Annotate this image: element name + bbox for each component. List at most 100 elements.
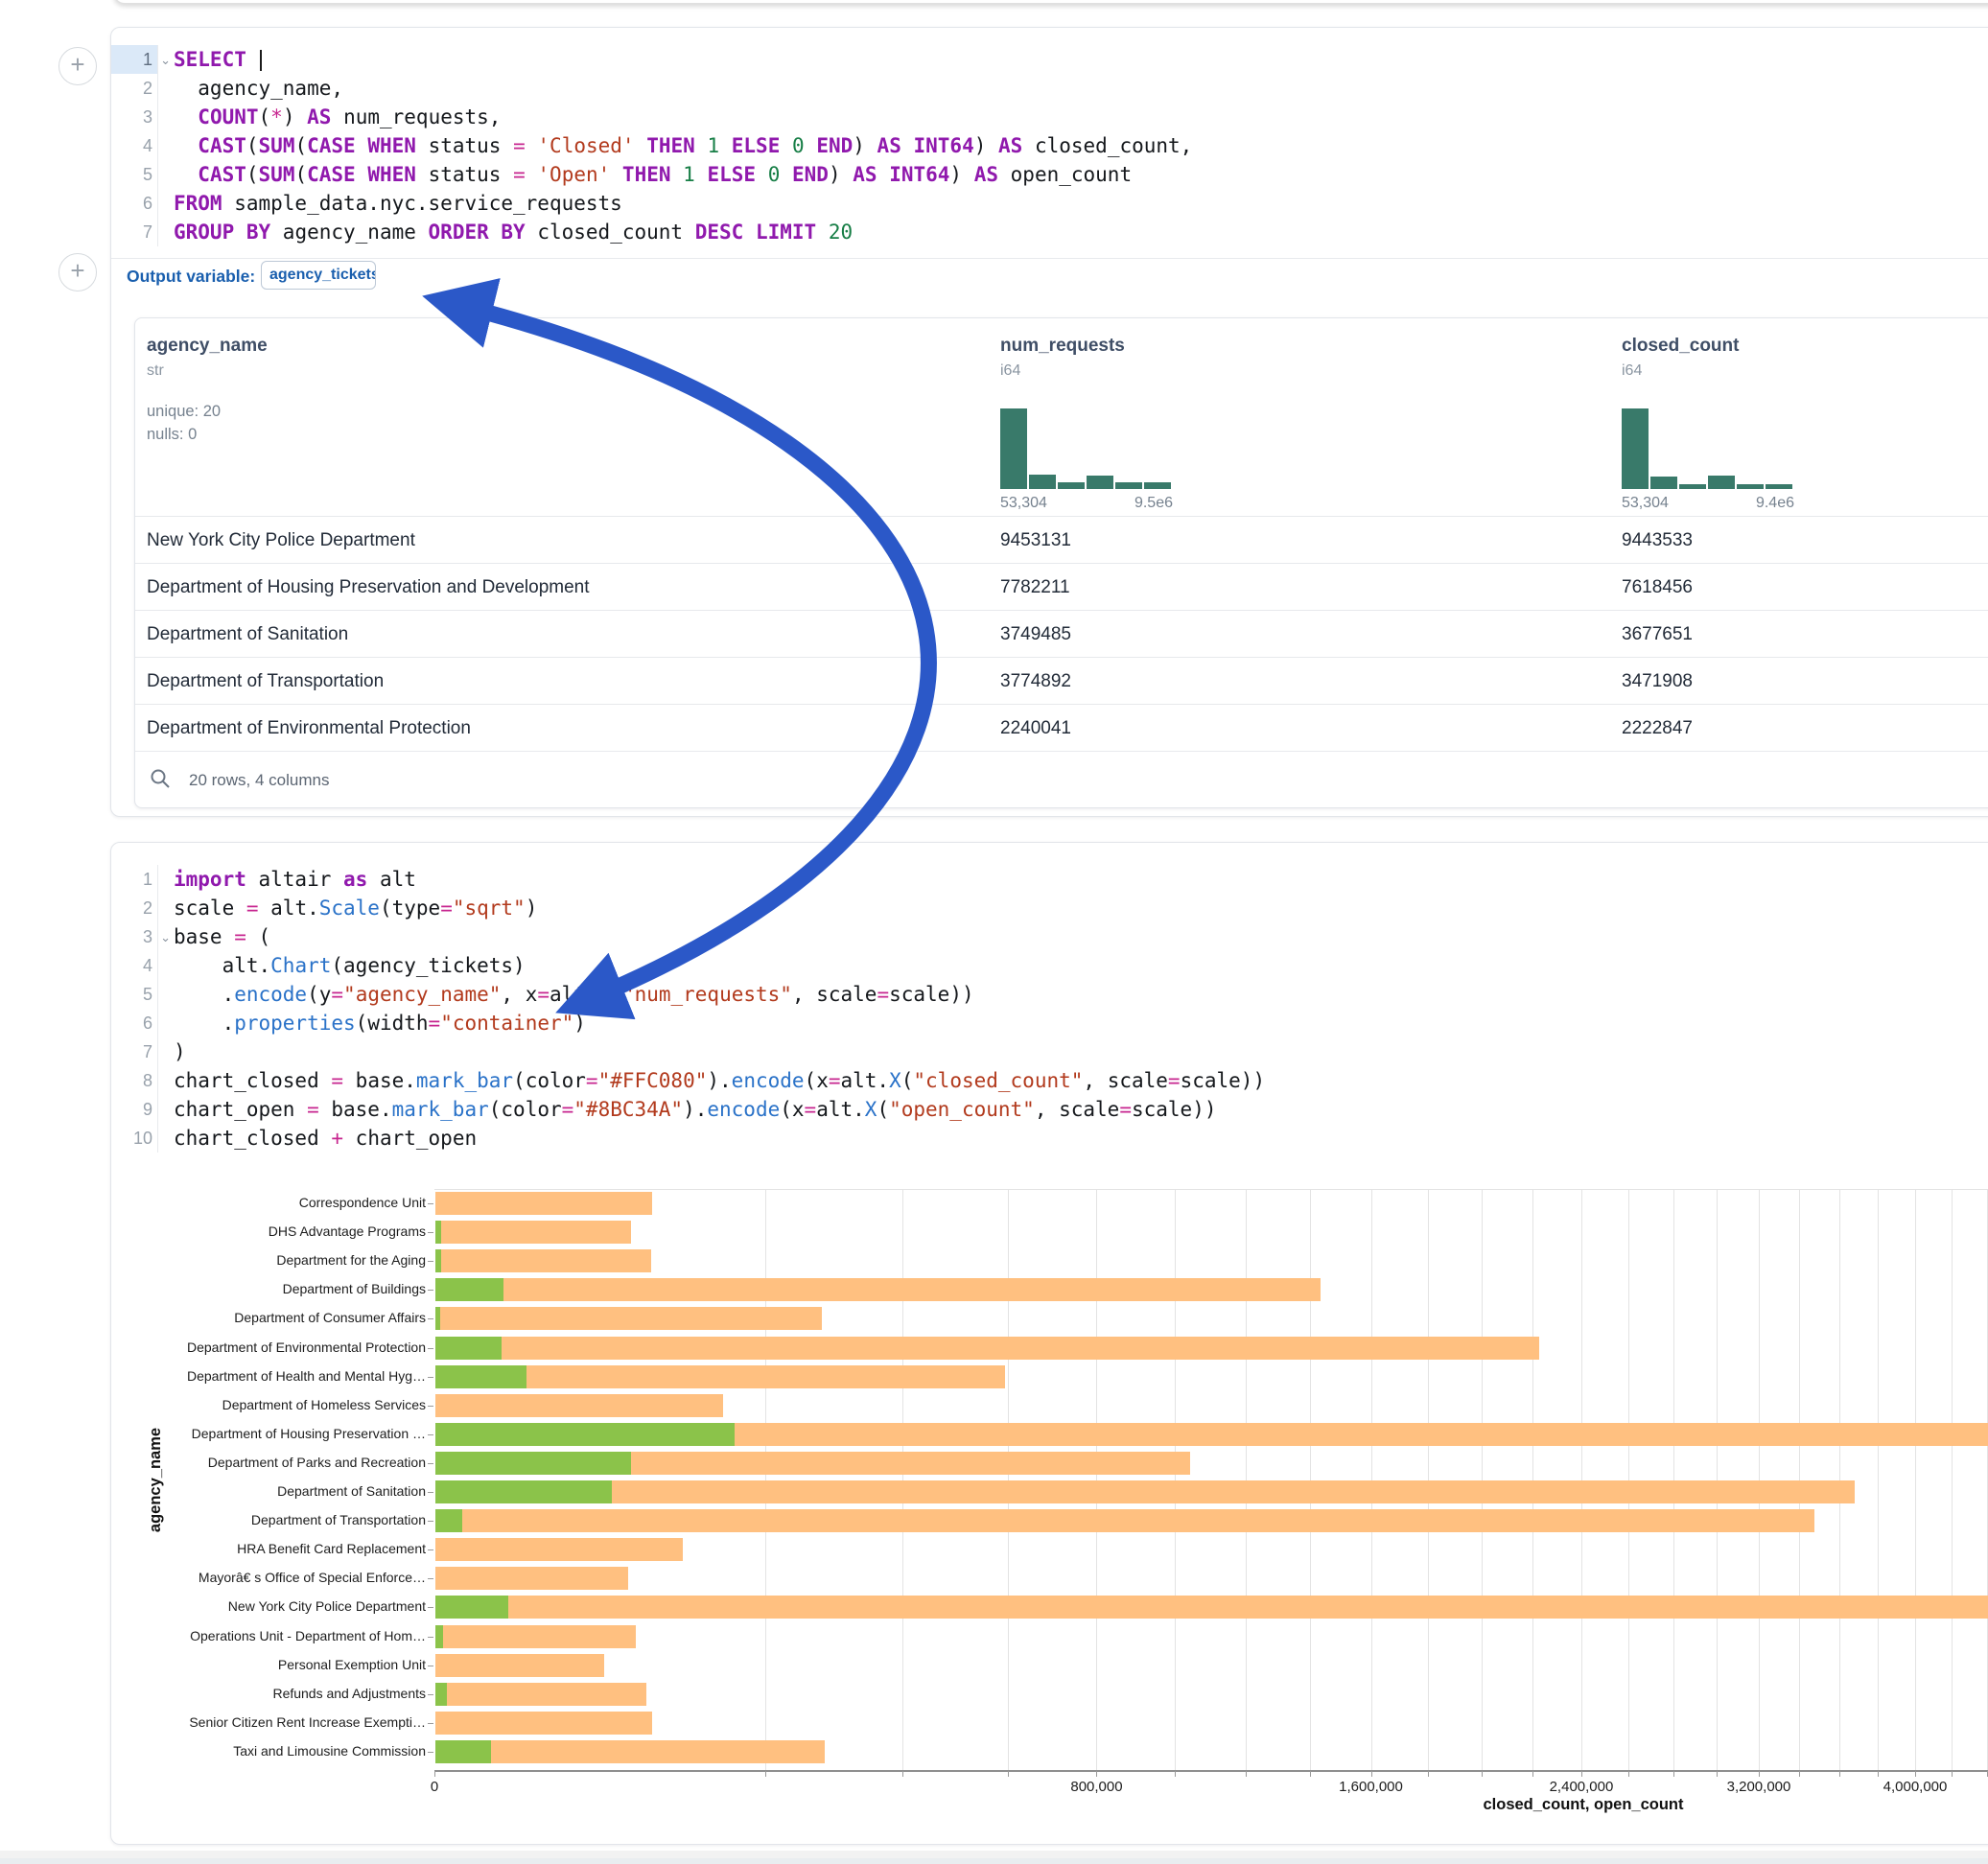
gridline — [765, 1189, 767, 1770]
gridline — [902, 1189, 904, 1770]
table-cell: 9453131 — [1000, 530, 1071, 550]
output-variable-label: Output variable: — [127, 267, 256, 286]
line-number: 1 — [111, 865, 158, 894]
y-axis-label: Department of Housing Preservation … — [191, 1425, 426, 1441]
bar-closed-count — [435, 1509, 1815, 1533]
gridline — [1481, 1189, 1483, 1770]
histogram-bar — [1144, 481, 1171, 489]
code-line[interactable]: 3 ⌄ base = ( — [111, 922, 1988, 951]
add-cell-button-middle[interactable]: + — [58, 253, 97, 291]
code-line[interactable]: 6 FROM sample_data.nyc.service_requests — [111, 189, 1988, 218]
line-number: 1 ⌄ — [111, 45, 171, 74]
column-type: i64 — [1000, 362, 1021, 379]
bar-open-count — [435, 1422, 736, 1446]
y-axis-tick — [428, 1722, 433, 1724]
y-axis-tick — [428, 1290, 433, 1292]
sql-code-editor[interactable]: 1 ⌄ SELECT 2 agency_name, 3 COUNT(*) AS num… — [111, 45, 1988, 246]
code-line[interactable]: 7 GROUP BY agency_name ORDER BY closed_co… — [111, 218, 1988, 246]
x-axis-tick-label: 800,000 — [1070, 1779, 1123, 1795]
bar-open-count — [435, 1509, 462, 1533]
histogram-bar — [1115, 481, 1142, 489]
code-text: chart_closed + chart_open — [174, 1127, 478, 1150]
code-line[interactable]: 5 CAST(SUM(CASE WHEN status = 'Open' THE… — [111, 160, 1988, 189]
table-cell: 2222847 — [1622, 718, 1693, 738]
column-histogram — [1622, 405, 1794, 489]
histogram-bar — [1737, 483, 1764, 489]
x-axis-tick — [1245, 1771, 1247, 1777]
column-header-num_requests[interactable]: num_requests — [1000, 336, 1125, 356]
code-line[interactable]: 8 chart_closed = base.mark_bar(color="#FF… — [111, 1066, 1988, 1095]
table-row[interactable]: Department of Transportation 3774892 34719… — [135, 657, 1988, 705]
code-line[interactable]: 10 chart_closed + chart_open — [111, 1124, 1988, 1153]
table-row[interactable]: Department of Environmental Protection 22… — [135, 704, 1988, 752]
cell-divider — [111, 258, 1988, 259]
y-axis-tick — [428, 1347, 433, 1349]
x-axis-tick — [1532, 1771, 1534, 1777]
bar-open-count — [435, 1682, 448, 1706]
y-axis-label: Correspondence Unit — [298, 1195, 426, 1210]
table-row[interactable]: Department of Sanitation 3749485 3677651 — [135, 610, 1988, 658]
fold-chevron-icon[interactable]: ⌄ — [160, 930, 171, 944]
table-row[interactable]: New York City Police Department 9453131 94… — [135, 516, 1988, 564]
gridline — [1370, 1189, 1372, 1770]
gridline — [1717, 1189, 1719, 1770]
chart[interactable]: closed_count, open_count agency_name Cor… — [111, 843, 1988, 1844]
bar-closed-count — [435, 1624, 636, 1648]
column-header-agency_name[interactable]: agency_name — [147, 336, 268, 356]
line-number: 2 — [111, 894, 158, 922]
y-axis-tick — [428, 1232, 433, 1234]
y-axis-label: DHS Advantage Programs — [268, 1223, 426, 1240]
code-line[interactable]: 3 COUNT(*) AS num_requests, — [111, 103, 1988, 131]
table-cell: Department of Environmental Protection — [147, 718, 471, 738]
table-row[interactable]: Department of Housing Preservation and D… — [135, 563, 1988, 611]
x-axis-tick — [434, 1771, 435, 1777]
x-axis-tick — [1799, 1771, 1801, 1777]
column-stat: nulls: 0 — [147, 426, 198, 443]
search-icon[interactable] — [149, 767, 172, 795]
line-number: 3 ⌄ — [111, 922, 171, 951]
bar-open-count — [435, 1624, 443, 1648]
code-line[interactable]: 9 chart_open = base.mark_bar(color="#8BC3… — [111, 1095, 1988, 1124]
code-line[interactable]: 1 ⌄ SELECT — [111, 45, 1988, 74]
column-header-closed_count[interactable]: closed_count — [1622, 336, 1740, 356]
code-text: base = ( — [174, 925, 271, 948]
bar-closed-count — [435, 1567, 629, 1591]
x-axis-tick — [1580, 1771, 1582, 1777]
page-bottom-strip — [0, 1851, 1988, 1858]
y-axis-tick — [428, 1636, 433, 1638]
y-axis-tick — [428, 1578, 433, 1580]
y-axis-tick — [428, 1318, 433, 1320]
histogram-bar — [1766, 483, 1792, 489]
y-axis-label: Department of Parks and Recreation — [207, 1454, 426, 1470]
table-cell: 9443533 — [1622, 530, 1693, 550]
x-axis-tick — [1877, 1771, 1879, 1777]
gridline — [1952, 1189, 1953, 1770]
code-line[interactable]: 4 CAST(SUM(CASE WHEN status = 'Closed' T… — [111, 131, 1988, 160]
line-number: 7 — [111, 1037, 158, 1066]
code-line[interactable]: 7) — [111, 1037, 1988, 1066]
gridline — [1915, 1189, 1916, 1770]
code-text: import altair as alt — [174, 868, 416, 891]
gridline — [1096, 1189, 1098, 1770]
y-axis-label: Department of Health and Mental Hyg… — [186, 1367, 426, 1384]
fold-chevron-icon[interactable]: ⌄ — [160, 53, 171, 67]
add-cell-button-top[interactable]: + — [58, 47, 97, 85]
code-line[interactable]: 1 import altair as alt — [111, 865, 1988, 894]
gridline — [1175, 1189, 1176, 1770]
sql-cell-card: 1 ⌄ SELECT 2 agency_name, 3 COUNT(*) AS num… — [110, 27, 1988, 817]
next-cell-top-edge — [0, 1858, 1988, 1864]
x-axis-tick — [1481, 1771, 1483, 1777]
previous-cell-bottom-edge — [113, 0, 1988, 4]
x-axis-tick — [1310, 1771, 1312, 1777]
line-number: 5 — [111, 980, 158, 1009]
bar-closed-count — [435, 1711, 653, 1735]
table-cell: 3677651 — [1622, 624, 1693, 644]
histogram-bar — [1058, 481, 1085, 489]
bar-open-count — [435, 1278, 504, 1302]
output-variable-pill[interactable]: agency_tickets — [261, 261, 376, 290]
bar-closed-count — [435, 1653, 605, 1677]
table-cell: Department of Housing Preservation and D… — [147, 577, 590, 597]
code-line[interactable]: 2 agency_name, — [111, 74, 1988, 103]
x-axis-tick-label: 2,400,000 — [1549, 1779, 1614, 1795]
